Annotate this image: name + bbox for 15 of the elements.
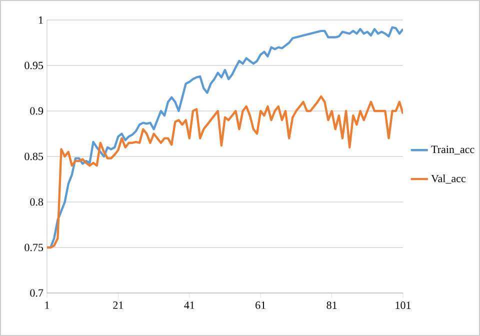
legend-label: Val_acc — [431, 174, 466, 184]
y-tick-label: 0.7 — [30, 289, 44, 297]
x-tick-label: 81 — [326, 302, 337, 309]
x-tick-label: 101 — [396, 302, 411, 309]
y-tick-label: 0.85 — [24, 152, 44, 160]
legend-label: Train_acc — [431, 146, 474, 154]
y-tick-label: 0.95 — [24, 62, 44, 70]
y-tick-label: 0.9 — [30, 107, 44, 115]
x-tick-label: 21 — [113, 302, 124, 309]
y-tick-label: 0.75 — [24, 244, 44, 252]
y-tick-label: 0.8 — [30, 198, 44, 206]
x-tick-label: 1 — [45, 302, 50, 309]
x-tick-label: 41 — [184, 302, 194, 309]
y-tick-label: 1 — [38, 16, 43, 24]
x-tick-label: 61 — [256, 302, 266, 309]
